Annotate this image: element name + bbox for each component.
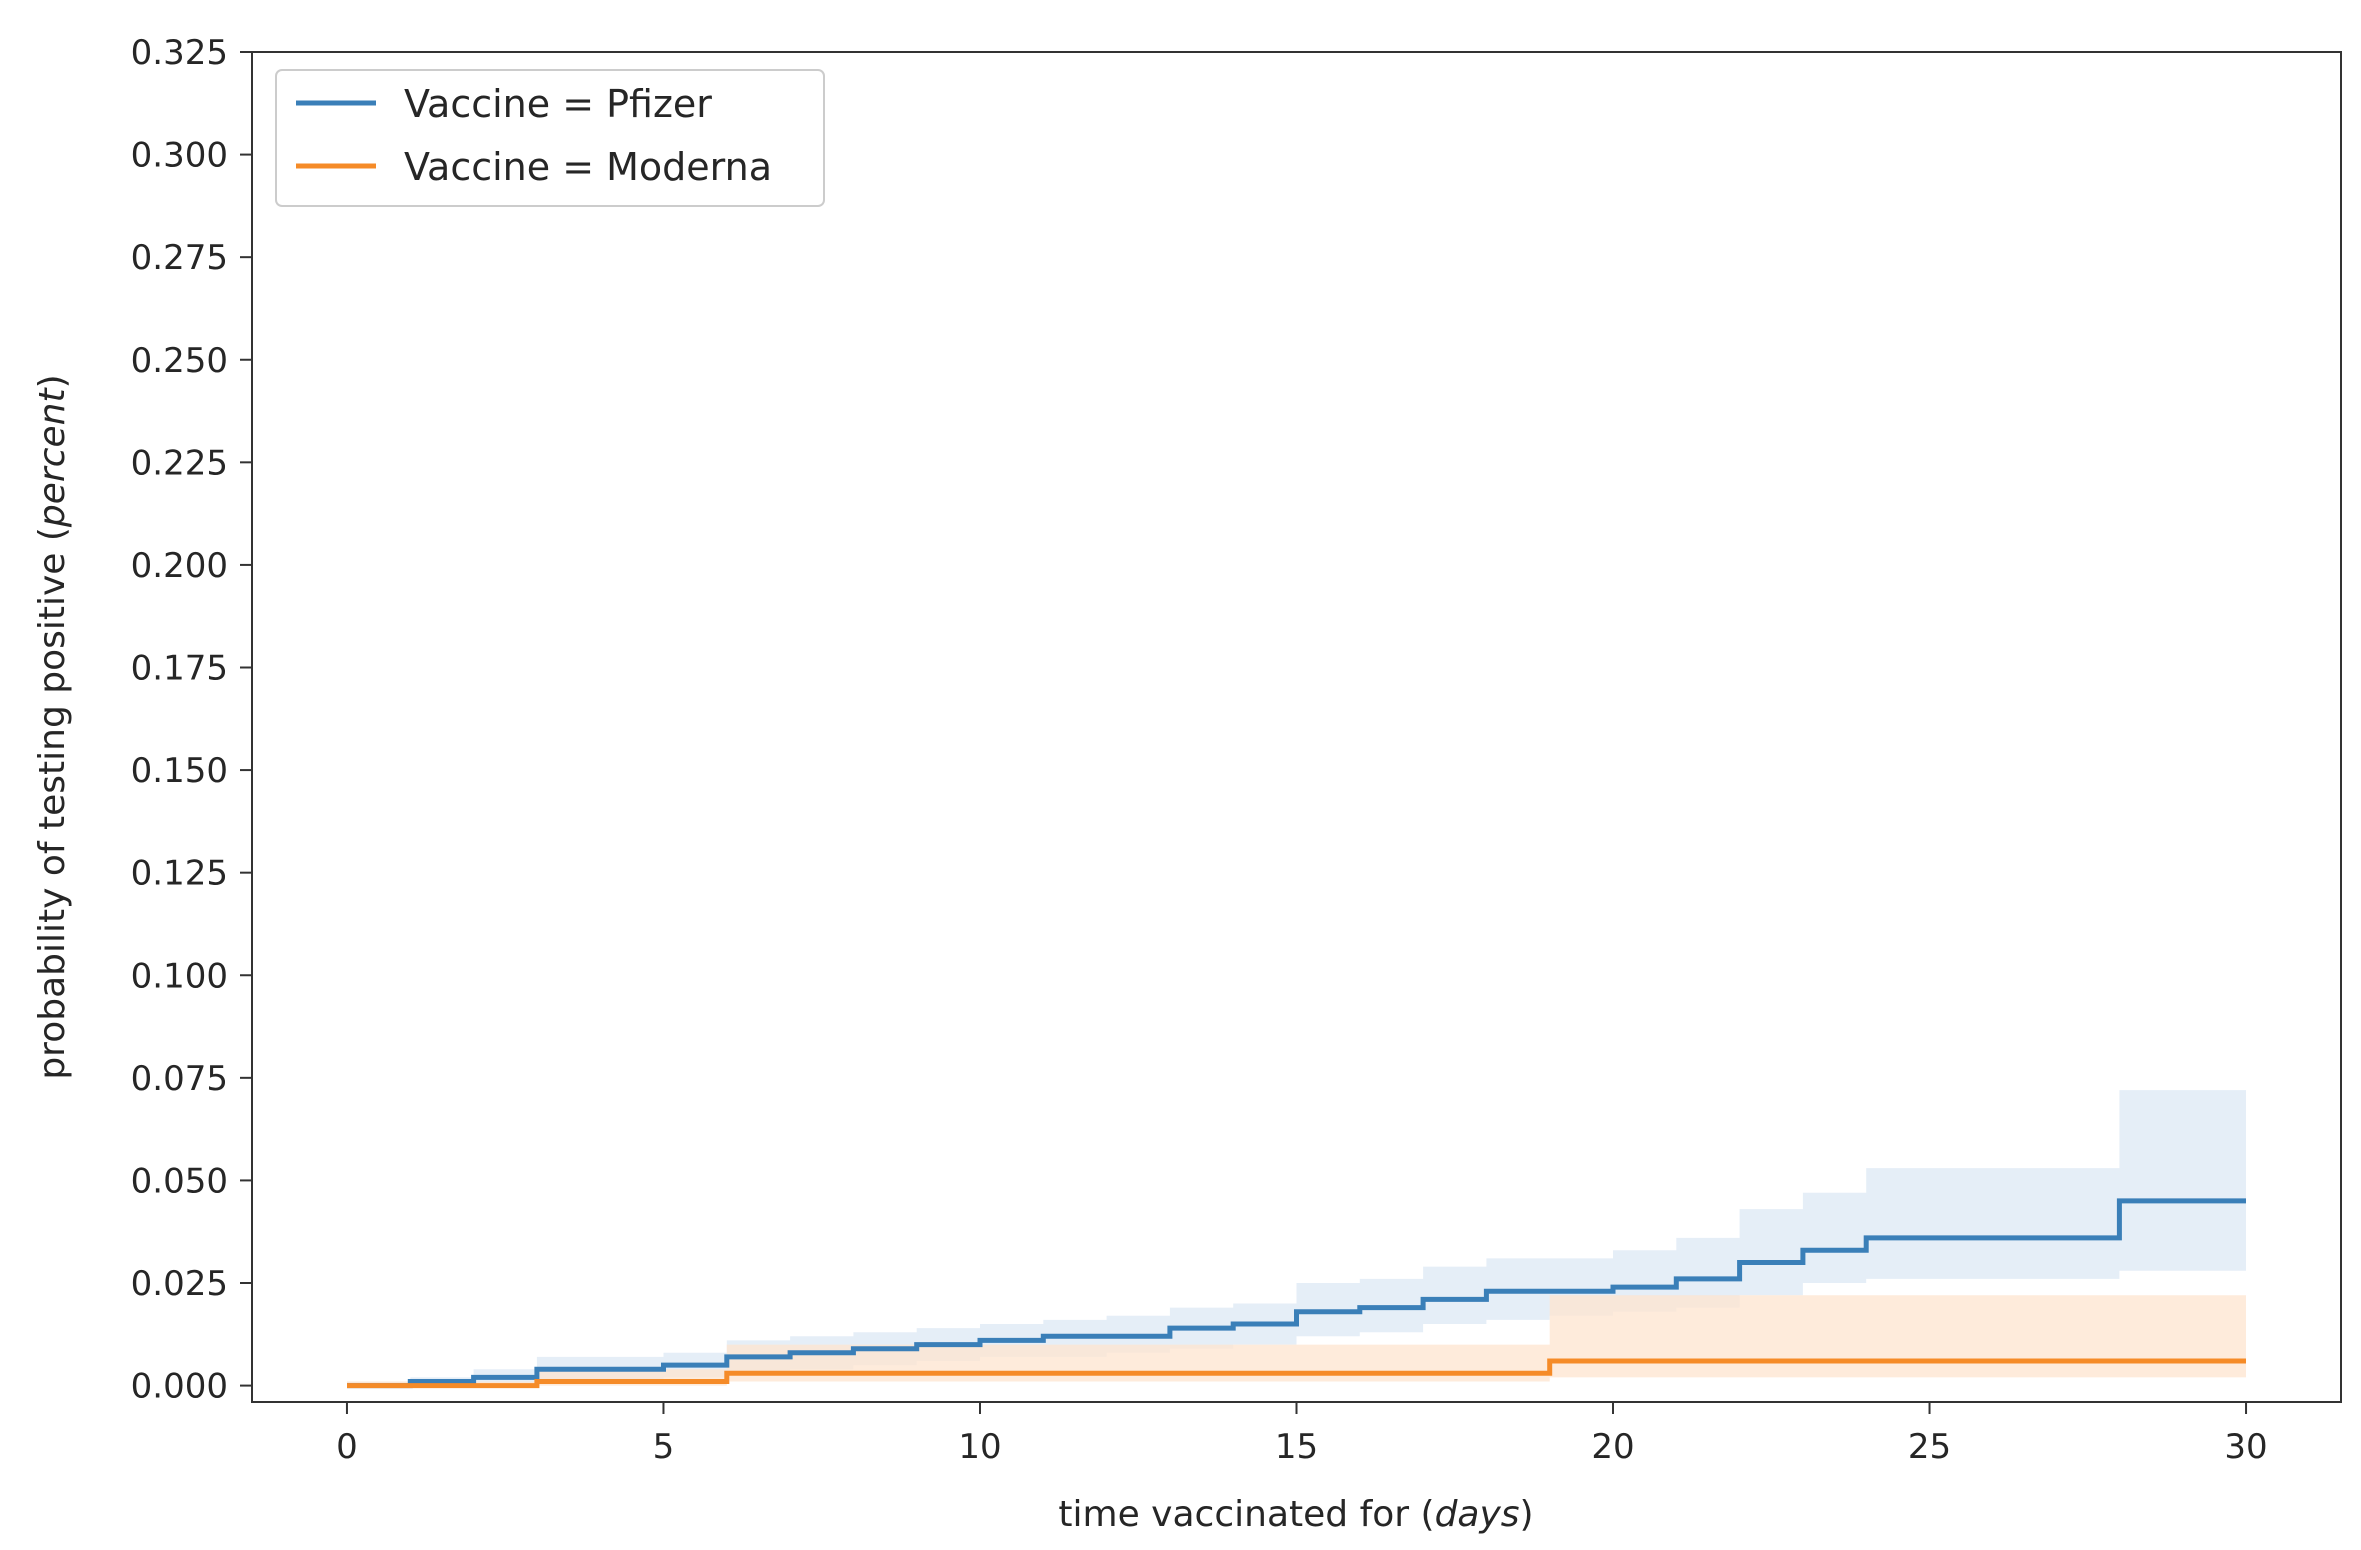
y-tick-label: 0.050 xyxy=(131,1161,228,1201)
y-tick-label: 0.075 xyxy=(131,1059,228,1099)
y-tick-label: 0.325 xyxy=(131,33,228,73)
y-axis: 0.000 0.025 0.050 0.075 0.100 0.125 0.150 0.175… xyxy=(131,33,252,1407)
series-line-moderna xyxy=(347,1358,2246,1389)
legend-label-pfizer: Vaccine = Pfizer xyxy=(404,82,712,126)
x-axis: 0 5 10 15 20 25 30 xyxy=(336,1402,2268,1467)
x-tick-label: 20 xyxy=(1591,1427,1634,1467)
x-tick-label: 25 xyxy=(1908,1427,1951,1467)
y-axis-label: probability of testing positive (percent… xyxy=(32,374,73,1079)
legend: Vaccine = Pfizer Vaccine = Moderna xyxy=(275,69,825,207)
x-axis-label: time vaccinated for (days) xyxy=(1058,1494,1533,1535)
x-tick-label: 15 xyxy=(1275,1427,1318,1467)
x-tick-label: 5 xyxy=(653,1427,675,1467)
y-tick-label: 0.025 xyxy=(131,1264,228,1304)
y-tick-label: 0.300 xyxy=(131,136,228,176)
y-tick-label: 0.000 xyxy=(131,1367,228,1407)
x-tick-label: 10 xyxy=(958,1427,1001,1467)
y-tick-label: 0.150 xyxy=(131,751,228,791)
y-tick-label: 0.100 xyxy=(131,956,228,996)
y-tick-label: 0.200 xyxy=(131,546,228,586)
y-tick-label: 0.175 xyxy=(131,649,228,689)
y-tick-label: 0.225 xyxy=(131,443,228,483)
series-lines xyxy=(347,1198,2246,1389)
x-tick-label: 30 xyxy=(2224,1427,2267,1467)
legend-label-moderna: Vaccine = Moderna xyxy=(404,145,772,189)
legend-box xyxy=(275,69,825,207)
y-tick-label: 0.125 xyxy=(131,854,228,894)
y-tick-label: 0.250 xyxy=(131,341,228,381)
series-line-pfizer xyxy=(347,1198,2246,1389)
x-tick-label: 0 xyxy=(336,1427,358,1467)
y-tick-label: 0.275 xyxy=(131,238,228,278)
